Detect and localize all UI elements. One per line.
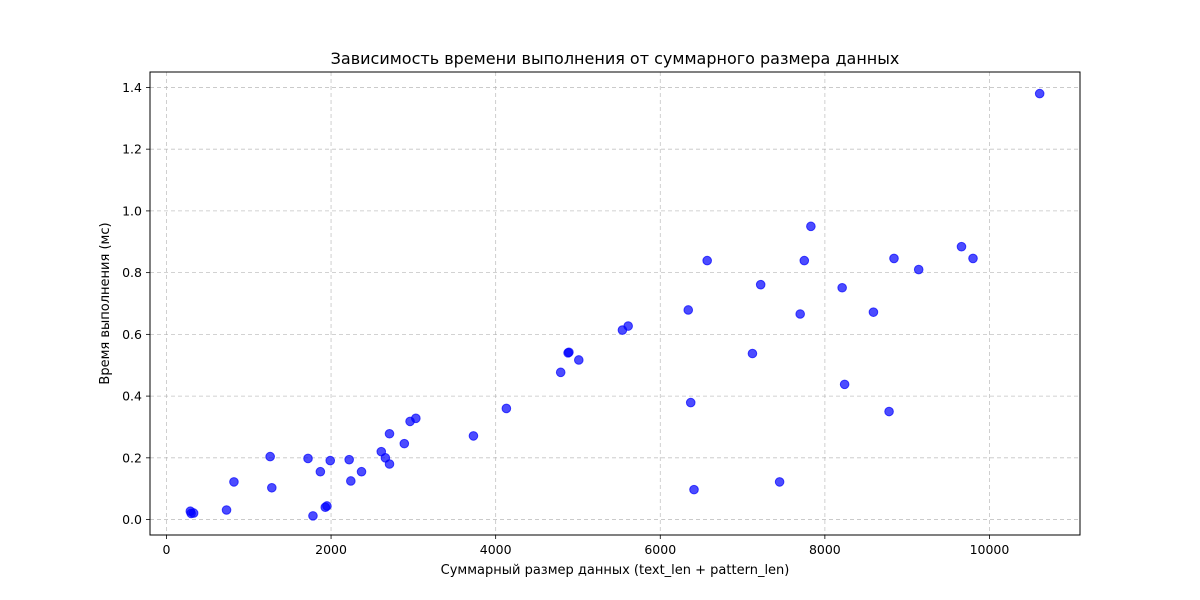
points-layer <box>185 88 1045 521</box>
data-point <box>1034 88 1045 99</box>
x-tick-label: 2000 <box>315 542 347 557</box>
data-point <box>411 413 421 424</box>
x-axis-label: Суммарный размер данных (text_len + patt… <box>441 563 790 578</box>
data-point <box>356 466 367 477</box>
data-point <box>913 264 924 275</box>
data-point <box>956 241 967 252</box>
data-point <box>384 428 395 439</box>
data-point <box>799 255 810 266</box>
data-point <box>685 397 696 408</box>
x-tick-label: 4000 <box>480 542 512 557</box>
data-point <box>188 508 199 518</box>
data-point <box>689 484 699 495</box>
data-point <box>702 255 712 266</box>
data-point <box>384 459 395 469</box>
data-point <box>623 321 633 331</box>
ticks-layer: 0 2000 4000 6000 8000 10000 0.0 0.2 0.4 0.6 0.8 1.0… <box>122 80 1009 557</box>
data-point <box>265 451 275 462</box>
data-point <box>308 511 318 521</box>
data-point <box>573 355 584 365</box>
data-point <box>468 431 479 441</box>
data-point <box>346 476 356 486</box>
data-point <box>683 305 694 315</box>
y-tick-label: 1.0 <box>122 203 142 218</box>
y-tick-label: 1.2 <box>122 142 142 157</box>
data-point <box>564 347 574 358</box>
x-tick-label: 6000 <box>644 542 676 557</box>
y-tick-label: 0.4 <box>122 389 142 404</box>
data-point <box>229 477 239 487</box>
data-point <box>806 221 816 232</box>
y-axis-label: Время выполнения (мс) <box>98 222 113 384</box>
x-tick-label: 0 <box>162 542 170 557</box>
data-point <box>315 466 326 477</box>
grid-layer <box>150 72 1080 535</box>
data-point <box>399 438 410 449</box>
x-tick-label: 8000 <box>809 542 841 557</box>
data-point <box>303 453 313 464</box>
y-tick-label: 0.6 <box>122 327 142 342</box>
data-point <box>868 307 879 317</box>
data-point <box>221 505 232 515</box>
data-point <box>837 282 847 293</box>
data-point <box>322 501 332 511</box>
data-point <box>501 403 512 414</box>
data-point <box>889 253 899 264</box>
plot-frame <box>149 71 1081 536</box>
data-point <box>747 348 758 359</box>
y-tick-label: 0.2 <box>122 450 142 465</box>
data-point <box>884 406 894 417</box>
data-point <box>344 454 354 465</box>
x-tick-label: 10000 <box>970 542 1010 557</box>
data-point <box>968 253 978 264</box>
data-point <box>774 477 785 487</box>
data-point <box>555 367 566 378</box>
chart-title: Зависимость времени выполнения от суммар… <box>331 49 900 68</box>
y-tick-label: 0.0 <box>122 512 142 527</box>
y-tick-label: 1.4 <box>122 80 142 95</box>
data-point <box>839 379 850 390</box>
y-tick-label: 0.8 <box>122 265 142 280</box>
data-point <box>325 455 336 466</box>
data-point <box>755 279 766 290</box>
data-point <box>267 482 277 493</box>
data-point <box>795 309 805 319</box>
